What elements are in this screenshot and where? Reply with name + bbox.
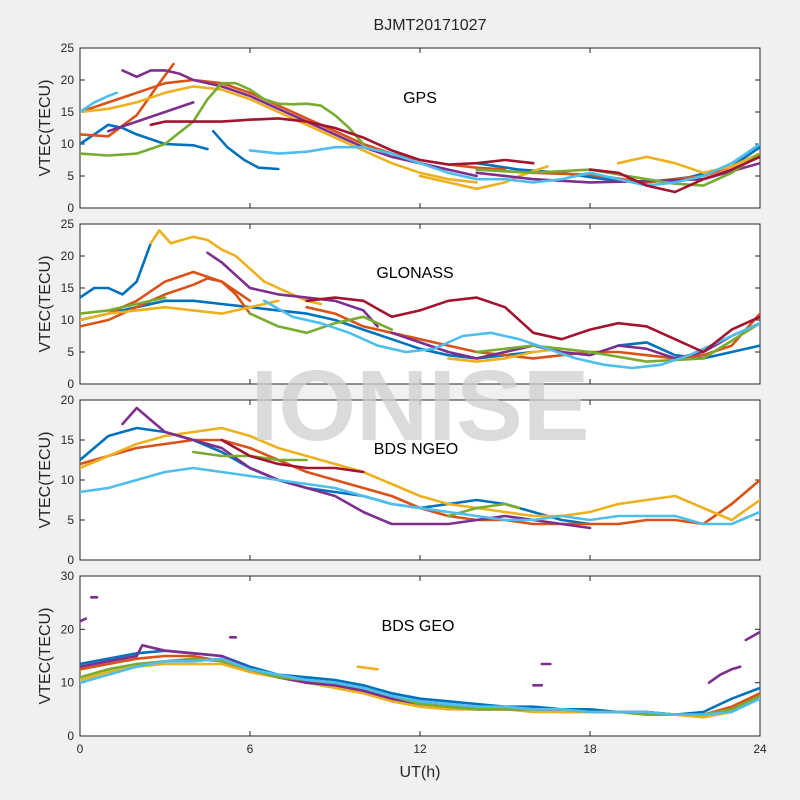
series-line [588,155,760,194]
series-line [149,117,535,166]
series-line [80,299,535,360]
series-line [220,438,365,474]
y-tick-label: 5 [67,345,74,359]
y-tick-label: 10 [61,676,75,690]
y-tick-label: 20 [61,622,75,636]
x-tick-label: 0 [77,742,84,756]
y-axis-label: VTEC(TECU) [37,608,54,705]
series-line [248,142,760,187]
series-line [107,101,195,133]
series-line [80,85,479,184]
y-tick-label: 15 [61,105,75,119]
panel-2: 0 5 10 15 20 VTEC(TECU) BDS NGEO [37,393,761,567]
y-tick-label: 15 [61,281,75,295]
y-axis-label: VTEC(TECU) [37,80,54,177]
panel-1: 0 5 10 15 20 25 VTEC(TECU) GLONASS [37,217,761,391]
series-line [475,321,760,363]
series-line [80,296,167,315]
series-group [80,595,760,719]
series-group [80,406,760,530]
series-group [80,62,760,194]
y-tick-label: 0 [67,201,74,215]
series-line [475,152,760,187]
y-tick-label: 10 [61,313,75,327]
y-tick-label: 0 [67,377,74,391]
series-line [305,296,760,354]
panel-label: GLONASS [376,265,453,282]
plot-area [79,223,761,385]
series-line [744,630,760,642]
y-tick-label: 25 [61,217,75,231]
watermark-text: IONISE [251,350,590,462]
y-tick-label: 5 [67,169,74,183]
series-line [80,657,760,717]
x-axis-label: UT(h) [400,764,441,781]
series-line [80,241,153,299]
y-axis-label: VTEC(TECU) [37,256,54,353]
x-tick-label: 12 [413,742,427,756]
panel-label: BDS NGEO [374,441,458,458]
panel-label: GPS [403,90,437,107]
y-axis-label: VTEC(TECU) [37,432,54,529]
series-line [211,129,280,171]
series-line [80,426,760,522]
series-line [80,466,760,526]
y-tick-label: 30 [61,569,75,583]
panels: 0 5 10 15 20 25 VTEC(TECU) GPS 0 5 10 15 20 25 VTEC(TE… [37,41,767,756]
series-line [206,251,379,328]
series-line [121,406,592,530]
y-tick-label: 20 [61,393,75,407]
y-tick-label: 25 [61,41,75,55]
series-line [446,502,521,518]
series-line [616,152,760,175]
series-line [80,91,119,114]
y-tick-label: 0 [67,729,74,743]
series-line [390,321,760,360]
series-line [80,657,760,717]
series-line [80,299,280,322]
y-tick-label: 0 [67,553,74,567]
x-tick-label: 18 [583,742,597,756]
plot-area [79,399,761,561]
series-line [707,665,742,685]
series-line [149,229,323,306]
series-line [121,69,479,178]
series-line [80,123,209,151]
panel-3: 0 10 20 30 0 6 12 18 24 VTEC(TECU) BDS GEO [37,569,767,756]
x-tick-label: 6 [247,742,254,756]
series-line [356,665,379,671]
panel-label: BDS GEO [382,618,455,635]
y-tick-label: 20 [61,73,75,87]
panel-0: 0 5 10 15 20 25 VTEC(TECU) GPS [37,41,761,215]
series-line [418,165,549,191]
series-line [80,426,592,526]
series-line [80,81,365,157]
series-line [248,312,394,335]
figure-title: BJMT20171027 [374,17,487,34]
series-line [262,299,760,370]
series-line [80,617,87,623]
y-tick-label: 10 [61,473,75,487]
y-tick-label: 10 [61,137,75,151]
y-tick-label: 5 [67,513,74,527]
y-tick-label: 15 [61,433,75,447]
series-line [80,277,252,328]
series-group [80,229,760,370]
x-tick-label: 24 [753,742,767,756]
series-line [80,62,175,138]
series-line [107,270,252,315]
y-tick-label: 20 [61,249,75,263]
